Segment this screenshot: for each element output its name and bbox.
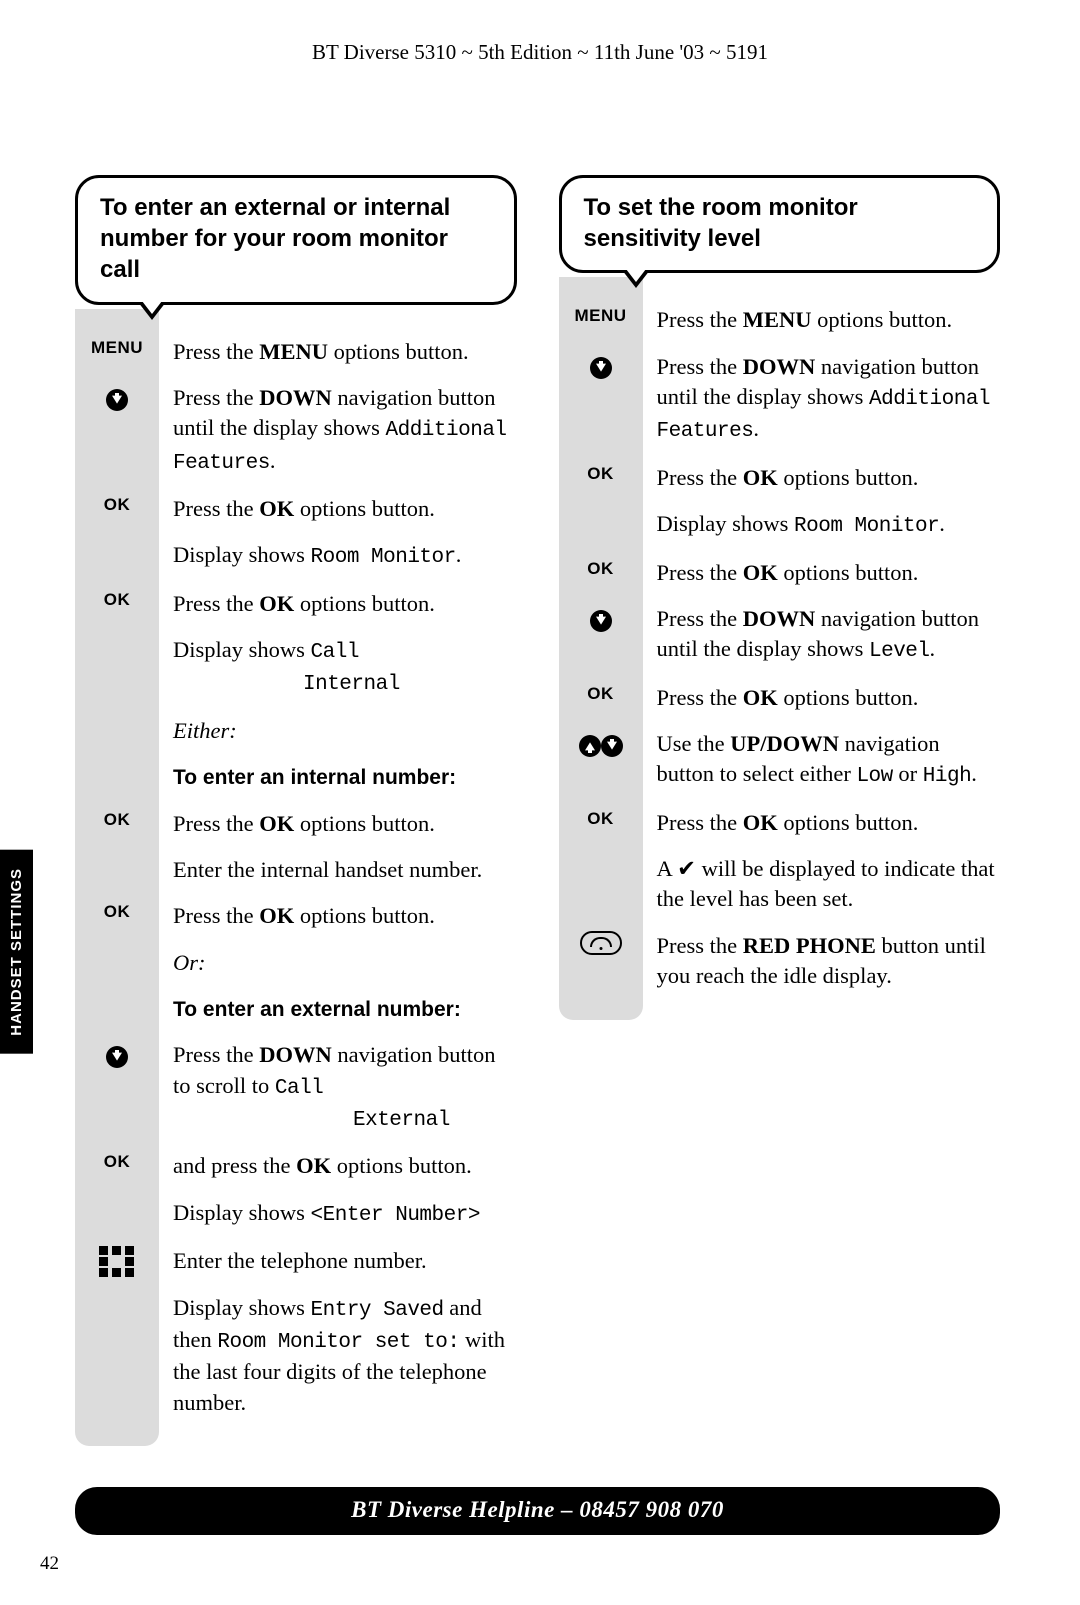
subheading: To enter an internal number: — [75, 754, 517, 800]
page-number: 42 — [40, 1553, 59, 1575]
or-label: Or: — [75, 940, 517, 986]
down-arrow-icon — [75, 1040, 159, 1072]
step: Display shows Room Monitor. — [559, 501, 1001, 549]
step: OK Press the OK options button. — [75, 581, 517, 627]
section-tab: HANDSET SETTINGS — [0, 850, 33, 1054]
page-header: BT Diverse 5310 ~ 5th Edition ~ 11th Jun… — [0, 0, 1080, 65]
step: Display shows Room Monitor. — [75, 532, 517, 580]
ok-label: OK — [559, 558, 643, 581]
column-left: To enter an external or internal number … — [75, 175, 517, 1436]
step: OK Press the OK options button. — [75, 893, 517, 939]
menu-label: MENU — [559, 305, 643, 328]
step: Press the DOWN navigation button until t… — [559, 344, 1001, 455]
step: Display shows Call Internal — [75, 627, 517, 708]
step: Display shows Entry Saved and then Room … — [75, 1285, 517, 1436]
step: OK Press the OK options button. — [559, 675, 1001, 721]
column-right: To set the room monitor sensitivity leve… — [559, 175, 1001, 1436]
ok-label: OK — [75, 809, 159, 832]
down-arrow-icon — [559, 352, 643, 384]
step: OK and press the OK options button. — [75, 1143, 517, 1189]
step: Enter the internal handset number. — [75, 847, 517, 893]
step: Display shows <Enter Number> — [75, 1190, 517, 1238]
step: Press the DOWN navigation button to scro… — [75, 1032, 517, 1143]
checkmark-icon: ✔ — [677, 856, 696, 881]
step: Press the RED PHONE button until you rea… — [559, 923, 1001, 1010]
step: OK Press the OK options button. — [559, 455, 1001, 501]
step: Press the DOWN navigation button until t… — [75, 375, 517, 486]
ok-label: OK — [559, 808, 643, 831]
ok-label: OK — [559, 683, 643, 706]
step: A ✔ will be displayed to indicate that t… — [559, 846, 1001, 923]
menu-label: MENU — [75, 337, 159, 360]
ok-label: OK — [75, 901, 159, 924]
up-down-arrow-icon — [559, 729, 643, 761]
helpline-footer: BT Diverse Helpline – 08457 908 070 — [75, 1487, 1000, 1535]
steps-right: MENU Press the MENU options button. Pres… — [559, 297, 1001, 1009]
steps-left: MENU Press the MENU options button. Pres… — [75, 329, 517, 1436]
phone-icon — [559, 931, 643, 964]
either-label: Either: — [75, 708, 517, 754]
keypad-icon — [75, 1246, 159, 1285]
title-text: To enter an external or internal number … — [100, 194, 450, 283]
ok-label: OK — [75, 1151, 159, 1174]
ok-label: OK — [75, 589, 159, 612]
down-arrow-icon — [559, 604, 643, 636]
main-content: To enter an external or internal number … — [75, 175, 1000, 1436]
ok-label: OK — [75, 494, 159, 517]
step: MENU Press the MENU options button. — [559, 297, 1001, 343]
step: OK Press the OK options button. — [75, 486, 517, 532]
step: OK Press the OK options button. — [559, 550, 1001, 596]
procedure-title-2: To set the room monitor sensitivity leve… — [559, 175, 1001, 273]
step: OK Press the OK options button. — [75, 801, 517, 847]
step: Enter the telephone number. — [75, 1238, 517, 1284]
step: OK Press the OK options button. — [559, 800, 1001, 846]
step: MENU Press the MENU options button. — [75, 329, 517, 375]
step: Press the DOWN navigation button until t… — [559, 596, 1001, 675]
subheading: To enter an external number: — [75, 986, 517, 1032]
title-text: To set the room monitor sensitivity leve… — [584, 194, 858, 252]
ok-label: OK — [559, 463, 643, 486]
procedure-title-1: To enter an external or internal number … — [75, 175, 517, 305]
step: Use the UP/DOWN navigation button to sel… — [559, 721, 1001, 800]
down-arrow-icon — [75, 383, 159, 415]
